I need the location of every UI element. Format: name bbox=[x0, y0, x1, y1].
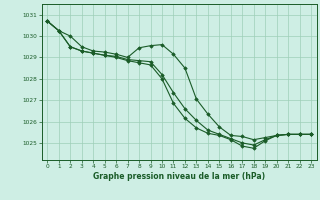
X-axis label: Graphe pression niveau de la mer (hPa): Graphe pression niveau de la mer (hPa) bbox=[93, 172, 265, 181]
